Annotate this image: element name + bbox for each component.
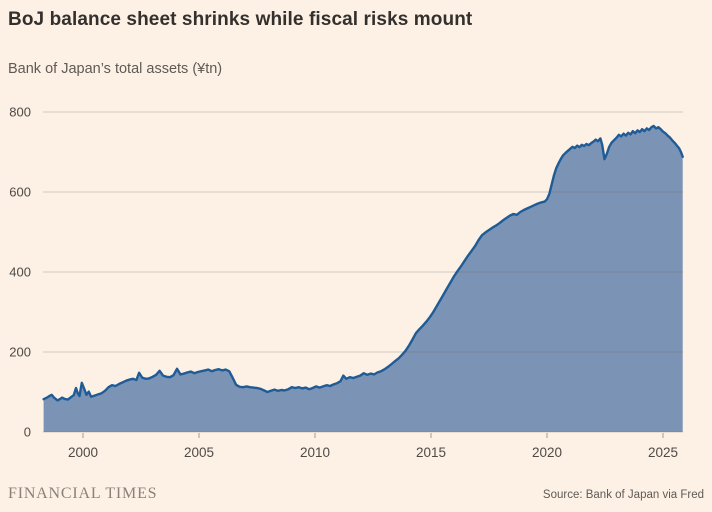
chart-title: BoJ balance sheet shrinks while fiscal r… xyxy=(8,9,473,30)
x-axis-label-2010: 2010 xyxy=(300,445,330,460)
y-axis-label-0: 0 xyxy=(24,425,31,440)
y-axis-label-600: 600 xyxy=(9,185,31,200)
x-axis-label-2020: 2020 xyxy=(532,445,562,460)
y-axis-label-800: 800 xyxy=(9,105,31,120)
x-axis-label-2005: 2005 xyxy=(184,445,214,460)
series-line xyxy=(42,124,684,402)
financial-times-logo: FINANCIAL TIMES xyxy=(8,485,158,502)
source-credit: Source: Bank of Japan via Fred xyxy=(542,489,704,501)
y-axis-label-200: 200 xyxy=(9,345,31,360)
x-axis-label-2025: 2025 xyxy=(648,445,678,460)
x-axis-label-2015: 2015 xyxy=(416,445,446,460)
area-fill xyxy=(43,126,683,432)
x-axis-label-2000: 2000 xyxy=(68,445,98,460)
y-axis-label-400: 400 xyxy=(9,265,31,280)
chart-subtitle: Bank of Japan’s total assets (¥tn) xyxy=(8,61,223,77)
